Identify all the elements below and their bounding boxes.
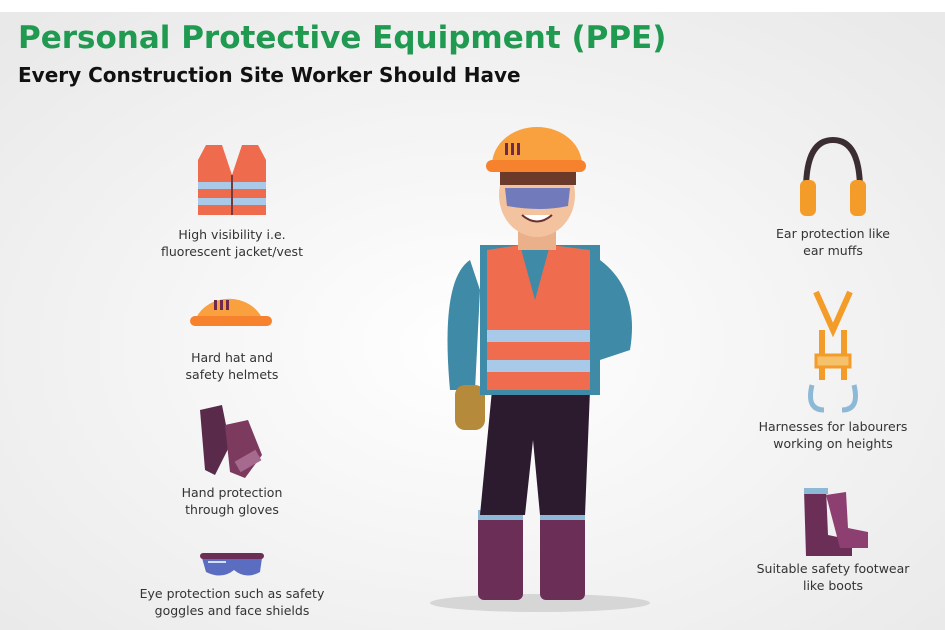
item-label: Eye protection such as safety [140,586,325,601]
labels: High visibility i.e. fluorescent jacket/v… [140,226,911,618]
item-label: Suitable safety footwear [757,561,911,576]
item-label: through gloves [185,502,279,517]
item-label: Harnesses for labourers [759,419,908,434]
subtitle: Every Construction Site Worker Should Ha… [18,63,521,87]
item-label: like boots [803,578,863,593]
worker-illustration [430,127,650,612]
item-label: High visibility i.e. [178,227,285,242]
boots-icon [804,488,868,556]
harness-icon [808,290,858,413]
top-strip [0,0,945,12]
item-label: safety helmets [186,367,279,382]
item-label: working on heights [773,436,892,451]
gloves-icon [200,405,262,478]
item-label: ear muffs [803,243,863,258]
helmet-icon [190,298,272,326]
item-label: Hand protection [182,485,283,500]
item-label: fluorescent jacket/vest [161,244,303,259]
vest-icon [198,145,266,215]
item-label: goggles and face shields [155,603,310,618]
glasses-icon [200,553,264,576]
title: Personal Protective Equipment (PPE) [18,20,666,56]
item-label: Ear protection like [776,226,890,241]
item-label: Hard hat and [191,350,273,365]
earmuff-icon [800,136,866,216]
